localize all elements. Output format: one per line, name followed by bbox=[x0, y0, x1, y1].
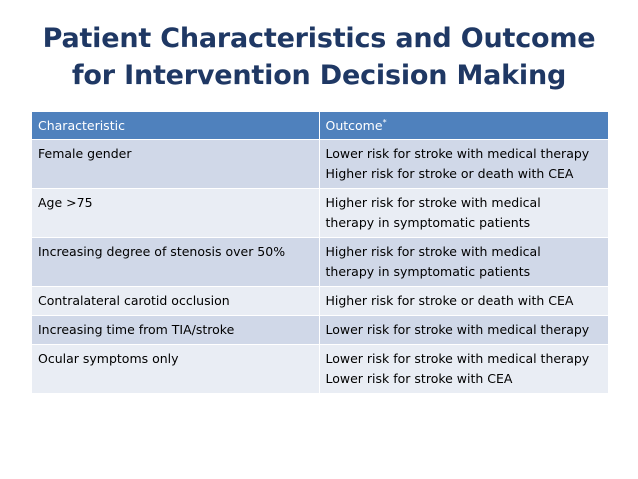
outcome-line: Lower risk for stroke with CEA bbox=[325, 371, 513, 386]
cell-characteristic: Age >75 bbox=[32, 188, 320, 238]
header-outcome-footnote-mark: * bbox=[382, 117, 387, 127]
cell-characteristic: Female gender bbox=[32, 139, 320, 189]
header-outcome-label: Outcome bbox=[325, 117, 383, 133]
outcome-line: therapy in symptomatic patients bbox=[325, 264, 531, 279]
table-header-row: Characteristic Outcome* bbox=[32, 112, 609, 140]
table-row: Female gender Lower risk for stroke with … bbox=[32, 139, 609, 189]
cell-characteristic: Increasing time from TIA/stroke bbox=[32, 315, 320, 345]
cell-outcome: Lower risk for stroke with medical thera… bbox=[319, 139, 609, 189]
outcome-line: Lower risk for stroke with medical thera… bbox=[325, 146, 590, 161]
cell-outcome: Lower risk for stroke with medical thera… bbox=[319, 315, 609, 345]
cell-outcome: Higher risk for stroke or death with CEA bbox=[319, 286, 609, 316]
table-row: Contralateral carotid occlusion Higher ri… bbox=[32, 286, 609, 316]
outcome-line: Higher risk for stroke with medical bbox=[325, 195, 541, 210]
slide-title: Patient Characteristics and Outcome for … bbox=[0, 20, 638, 94]
cell-characteristic: Increasing degree of stenosis over 50% bbox=[32, 237, 320, 287]
table-row: Increasing degree of stenosis over 50% Hi… bbox=[32, 237, 609, 287]
table-row: Age >75 Higher risk for stroke with medic… bbox=[32, 188, 609, 238]
outcome-line: Higher risk for stroke with medical bbox=[325, 244, 541, 259]
cell-outcome: Higher risk for stroke with medical thera… bbox=[319, 188, 609, 238]
table-body: Female gender Lower risk for stroke with … bbox=[32, 139, 609, 393]
table-row: Ocular symptoms only Lower risk for strok… bbox=[32, 344, 609, 393]
outcome-line: Lower risk for stroke with medical thera… bbox=[325, 351, 590, 366]
characteristics-table: Characteristic Outcome* Female gender Low… bbox=[32, 112, 609, 393]
table-row: Increasing time from TIA/stroke Lower ris… bbox=[32, 315, 609, 345]
cell-characteristic: Contralateral carotid occlusion bbox=[32, 286, 320, 316]
outcome-line: therapy in symptomatic patients bbox=[325, 215, 531, 230]
title-line-2: for Intervention Decision Making bbox=[71, 60, 567, 91]
cell-characteristic: Ocular symptoms only bbox=[32, 344, 320, 393]
header-outcome: Outcome* bbox=[319, 112, 609, 140]
title-line-1: Patient Characteristics and Outcome bbox=[42, 23, 596, 54]
outcome-line: Lower risk for stroke with medical thera… bbox=[325, 322, 590, 337]
outcome-line: Higher risk for stroke or death with CEA bbox=[325, 293, 574, 308]
cell-outcome: Lower risk for stroke with medical thera… bbox=[319, 344, 609, 393]
cell-outcome: Higher risk for stroke with medical thera… bbox=[319, 237, 609, 287]
outcome-line: Higher risk for stroke or death with CEA bbox=[325, 166, 574, 181]
header-characteristic: Characteristic bbox=[32, 112, 320, 140]
